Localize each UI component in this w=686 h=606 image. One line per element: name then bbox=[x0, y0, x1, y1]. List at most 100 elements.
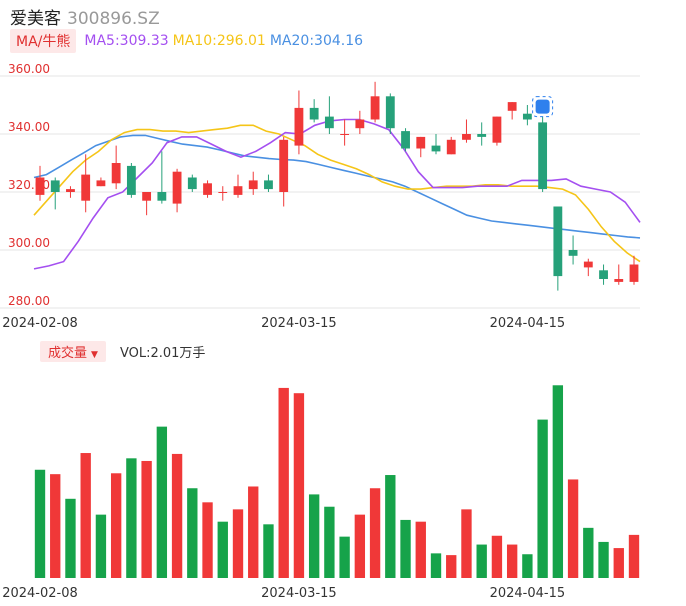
stock-code: 300896.SZ bbox=[67, 9, 160, 29]
candle-body bbox=[431, 145, 441, 152]
candle bbox=[553, 206, 563, 291]
candle bbox=[401, 128, 410, 152]
candle bbox=[96, 177, 106, 187]
volume-bar bbox=[65, 498, 76, 578]
candle bbox=[324, 96, 334, 134]
volume-bar bbox=[263, 524, 274, 578]
candle bbox=[50, 177, 60, 210]
ma20-value: MA20:304.16 bbox=[269, 33, 364, 49]
candle bbox=[66, 186, 75, 198]
marker-frame bbox=[532, 96, 554, 118]
volume-bar bbox=[50, 474, 61, 578]
candle bbox=[218, 186, 228, 201]
candle-body bbox=[279, 139, 289, 192]
volume-bar bbox=[598, 541, 609, 578]
candle bbox=[629, 255, 639, 285]
candle-body bbox=[385, 96, 395, 129]
volume-bar bbox=[110, 473, 122, 578]
volume-bar bbox=[506, 544, 518, 578]
volume-bar bbox=[369, 488, 381, 578]
candle-body bbox=[66, 189, 75, 192]
y-tick-label: 360.00 bbox=[8, 62, 50, 76]
candle-body bbox=[309, 107, 319, 120]
candle bbox=[111, 145, 121, 190]
volume-bar bbox=[126, 458, 137, 578]
candle-body bbox=[294, 107, 304, 146]
ma-indicator-selector[interactable]: MA/牛熊 bbox=[10, 29, 77, 53]
candle bbox=[248, 171, 258, 195]
volume-value: VOL:2.01万手 bbox=[119, 345, 206, 361]
volume-bar bbox=[324, 506, 335, 578]
volume-bar bbox=[552, 385, 564, 578]
ma10-line bbox=[33, 124, 641, 263]
candle-body bbox=[248, 180, 258, 190]
candle-body bbox=[507, 102, 517, 111]
volume-bar bbox=[567, 479, 579, 578]
volume-bar bbox=[385, 475, 396, 578]
volume-bar bbox=[217, 521, 228, 578]
candle bbox=[264, 174, 273, 192]
candle bbox=[477, 122, 487, 146]
candle bbox=[431, 134, 441, 155]
candle bbox=[340, 119, 350, 146]
volume-bar bbox=[537, 419, 548, 578]
candle-body bbox=[401, 131, 410, 149]
y-tick-label: 340.00 bbox=[8, 120, 50, 134]
candle bbox=[355, 110, 365, 134]
price-grid bbox=[0, 75, 640, 309]
candle bbox=[81, 154, 91, 213]
volume-bar bbox=[491, 535, 503, 578]
candle-body bbox=[492, 116, 502, 143]
volume-bar bbox=[171, 453, 183, 578]
candle-body bbox=[553, 206, 563, 277]
volume-bar bbox=[278, 387, 289, 578]
candle-body bbox=[568, 250, 578, 256]
candle-body bbox=[218, 192, 228, 193]
candle-body bbox=[538, 122, 548, 190]
x-tick-label: 2024-03-15 bbox=[261, 316, 337, 331]
candle-body bbox=[477, 134, 487, 137]
volume-bar bbox=[400, 519, 411, 578]
marker-badge bbox=[535, 99, 550, 114]
volume-indicator-selector[interactable]: 成交量 ▼ bbox=[40, 340, 106, 362]
date-axis-top: 2024-02-08 2024-03-15 2024-04-15 bbox=[2, 316, 565, 331]
candle-body bbox=[233, 186, 243, 195]
candle-body bbox=[264, 180, 273, 190]
candle bbox=[370, 81, 380, 123]
candle bbox=[142, 192, 152, 216]
volume-bar bbox=[461, 509, 472, 578]
ma20-line bbox=[33, 134, 641, 239]
ma10-value: MA10:296.01 bbox=[172, 33, 266, 49]
candle-body bbox=[111, 163, 121, 184]
candle bbox=[446, 136, 456, 155]
candle-body bbox=[81, 174, 91, 201]
candle-body bbox=[416, 136, 426, 149]
volume-bar bbox=[187, 488, 198, 578]
candle-body bbox=[172, 171, 182, 204]
volume-bar bbox=[522, 554, 533, 578]
ma5-value: MA5:309.33 bbox=[84, 33, 169, 49]
candle bbox=[507, 102, 517, 120]
date-axis-bottom: 2024-02-08 2024-03-15 2024-04-15 bbox=[2, 586, 565, 601]
x-tick-label: 2024-04-15 bbox=[490, 586, 566, 601]
volume-bar bbox=[34, 469, 46, 578]
volume-bar bbox=[583, 527, 594, 578]
ma5-line bbox=[33, 118, 641, 270]
x-tick-label: 2024-02-08 bbox=[2, 316, 78, 331]
candlesticks bbox=[35, 81, 639, 291]
volume-bar bbox=[308, 494, 320, 578]
candle-body bbox=[203, 183, 212, 195]
volume-bar bbox=[293, 393, 305, 578]
candle bbox=[492, 116, 502, 146]
candle-body bbox=[355, 119, 365, 129]
candle-body bbox=[50, 180, 60, 192]
moving-average-lines bbox=[33, 118, 641, 270]
x-tick-label: 2024-02-08 bbox=[2, 586, 78, 601]
volume-bar bbox=[339, 536, 350, 578]
volume-bar bbox=[80, 453, 91, 578]
candle bbox=[187, 174, 197, 192]
candle-body bbox=[462, 134, 471, 140]
candle-body bbox=[157, 192, 167, 201]
candle-body bbox=[126, 165, 136, 195]
